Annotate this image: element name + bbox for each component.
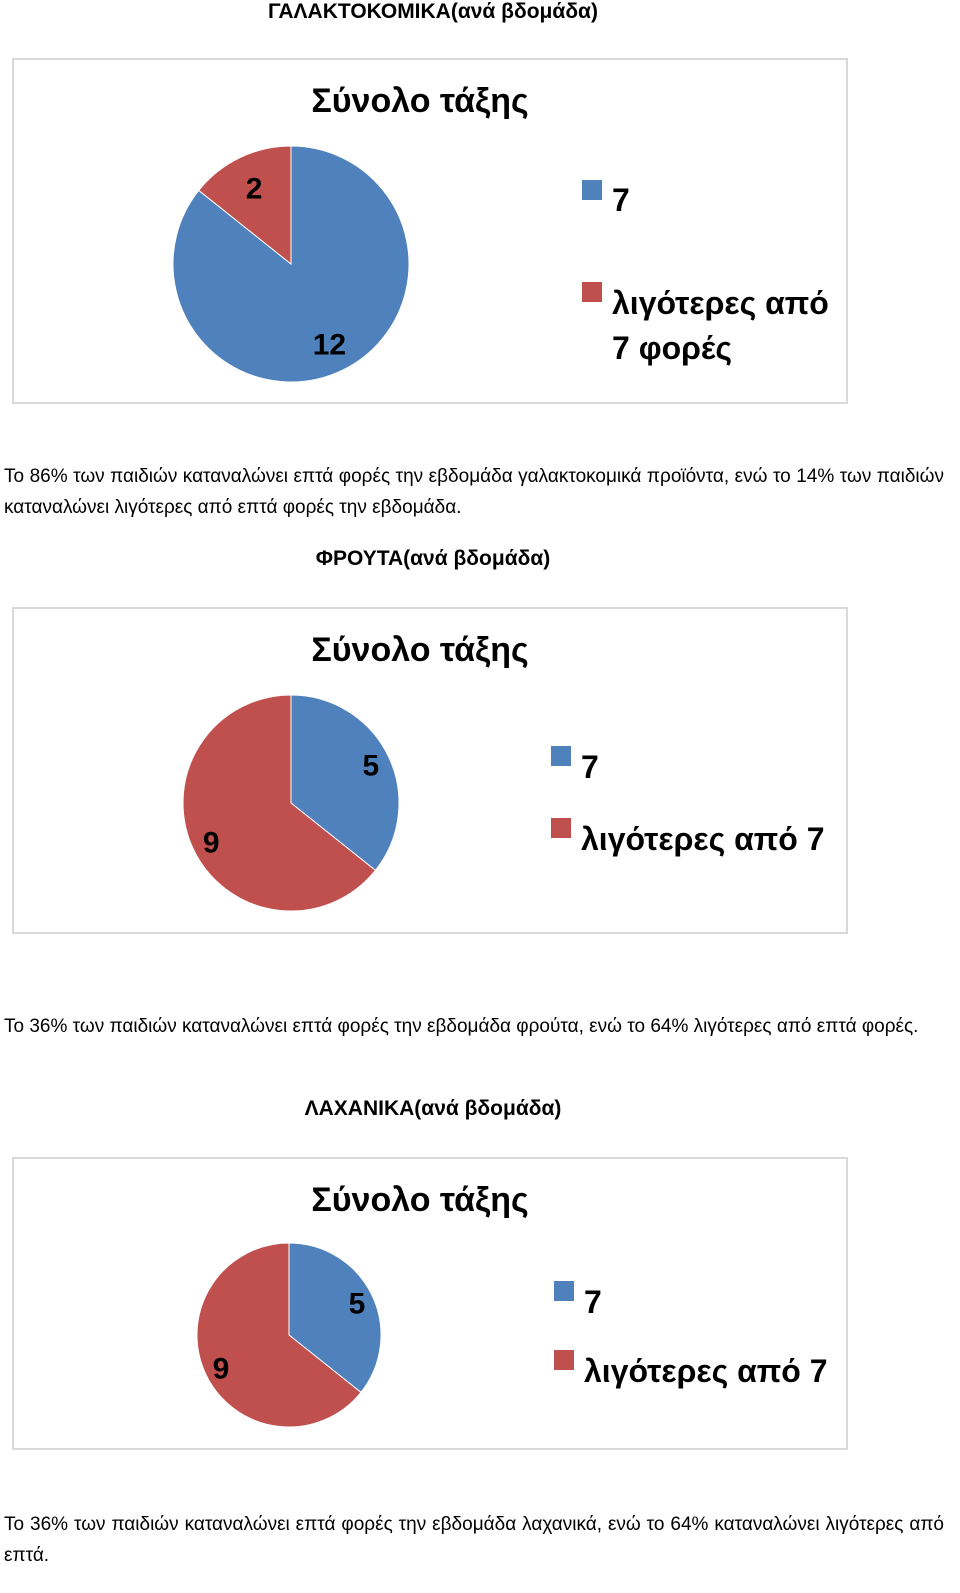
- data-label: 12: [313, 329, 346, 362]
- section-heading-fruit: ΦΡΟΥΤΑ(ανά βδομάδα): [315, 547, 551, 570]
- legend-label: 7 φορές: [612, 330, 732, 366]
- legend-label: λιγότερες από 7: [584, 1353, 828, 1389]
- pie-chart-dairy: Σύνολο τάξης 12 2 7 λιγότερες από 7 φορές: [172, 82, 829, 383]
- pie-slice-less-than-seven: [196, 1242, 362, 1428]
- legend-swatch: [554, 1350, 574, 1370]
- legend-label: 7: [612, 182, 630, 218]
- paragraph-dairy: Το 86% των παιδιών καταναλώνει επτά φορέ…: [4, 466, 944, 518]
- pie-slice-less-than-seven: [198, 145, 292, 266]
- legend-label: 7: [581, 749, 599, 785]
- section-heading-dairy: ΓΑΛΑΚΤΟΚΟΜΙΚΑ(ανά βδομάδα): [268, 0, 598, 23]
- chart-title: Σύνολο τάξης: [311, 1181, 528, 1219]
- pie-slice-seven: [290, 694, 400, 872]
- chart-fruit: Σύνολο τάξης 5 9 7 λιγότερες από 7: [12, 607, 848, 934]
- data-label: 5: [362, 750, 379, 783]
- pie-chart-fruit: Σύνολο τάξης 5 9 7 λιγότερες από 7: [182, 631, 825, 912]
- legend-label: λιγότερες από 7: [581, 821, 825, 857]
- pie-slice-seven: [172, 145, 410, 383]
- pie-slice-seven: [288, 1242, 382, 1394]
- legend-swatch: [582, 180, 602, 200]
- legend-swatch: [582, 282, 602, 302]
- legend-label: λιγότερες από: [612, 285, 829, 321]
- pie-chart-vegetables: Σύνολο τάξης 5 9 7 λιγότερες από 7: [196, 1181, 828, 1428]
- chart-dairy: Σύνολο τάξης 12 2 7 λιγότερες από 7 φορές: [12, 58, 848, 404]
- legend-swatch: [551, 746, 571, 766]
- legend-swatch: [551, 818, 571, 838]
- section-heading-vegetables: ΛΑΧΑΝΙΚΑ(ανά βδομάδα): [304, 1097, 562, 1120]
- legend-label: 7: [584, 1284, 602, 1320]
- data-label: 5: [349, 1287, 366, 1320]
- data-label: 9: [213, 1353, 230, 1386]
- paragraph-fruit: Το 36% των παιδιών καταναλώνει επτά φορέ…: [4, 1016, 919, 1037]
- legend-swatch: [554, 1281, 574, 1301]
- paragraph-vegetables: Το 36% των παιδιών καταναλώνει επτά φορέ…: [4, 1514, 944, 1566]
- data-label: 2: [246, 172, 263, 205]
- chart-title: Σύνολο τάξης: [311, 82, 528, 120]
- pie-slice-less-than-seven: [182, 694, 377, 912]
- data-label: 9: [203, 826, 220, 859]
- chart-title: Σύνολο τάξης: [311, 631, 528, 669]
- chart-vegetables: Σύνολο τάξης 5 9 7 λιγότερες από 7: [12, 1157, 848, 1450]
